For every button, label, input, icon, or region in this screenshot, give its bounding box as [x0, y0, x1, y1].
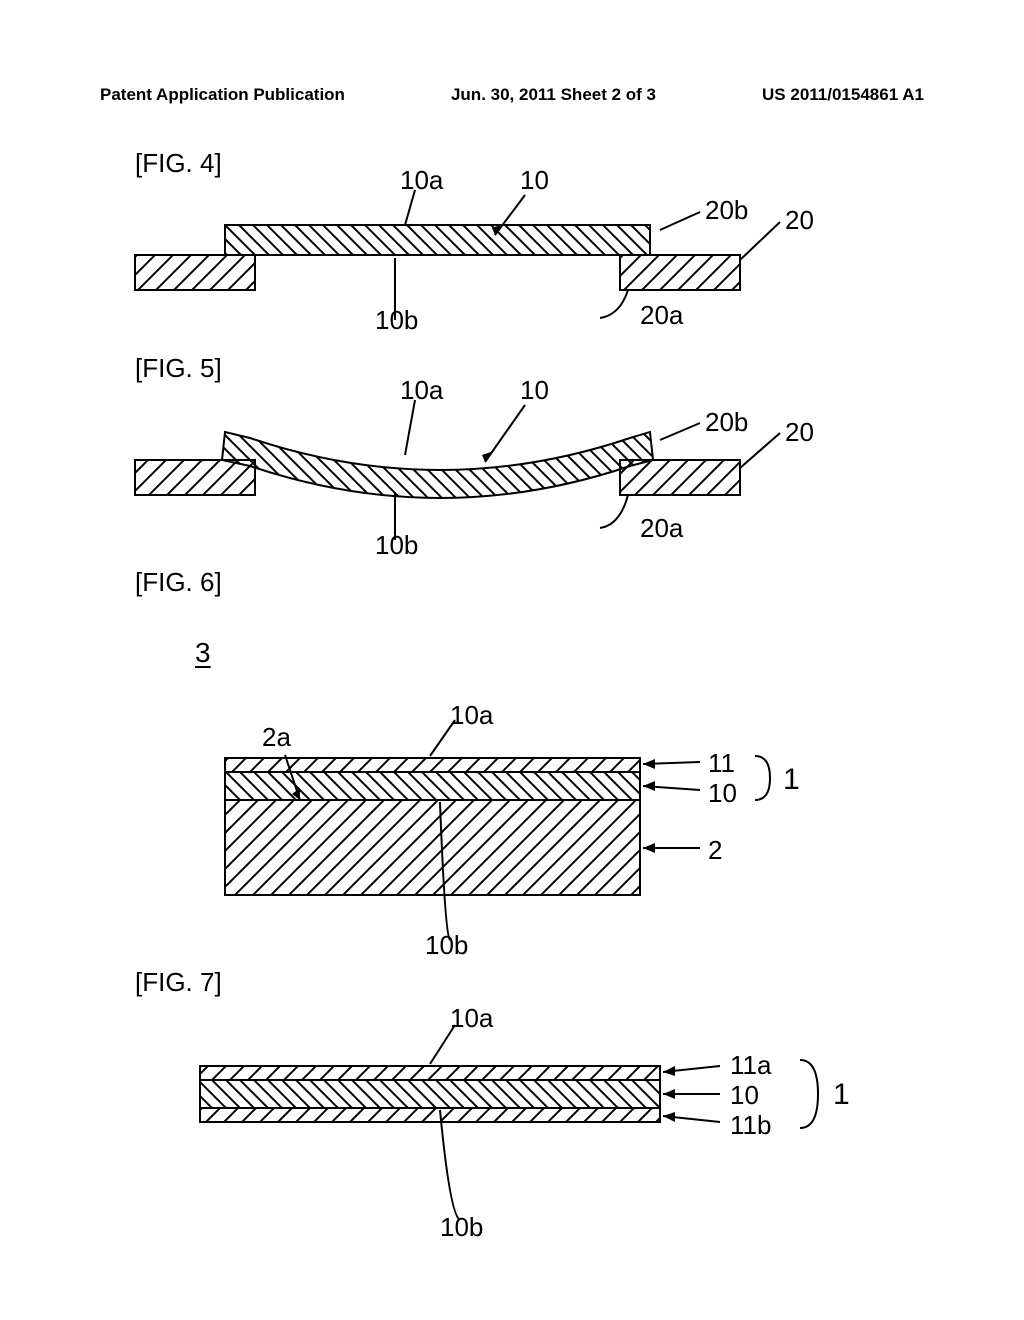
diagram-svg: [0, 0, 1024, 1320]
fig6-label: [FIG. 6]: [135, 567, 222, 598]
fig6-section: 3: [195, 637, 211, 669]
fig5-10b: 10b: [375, 530, 418, 561]
fig4-label: [FIG. 4]: [135, 148, 222, 179]
fig5-20a: 20a: [640, 513, 683, 544]
fig5-10: 10: [520, 375, 549, 406]
fig5-label: [FIG. 5]: [135, 353, 222, 384]
fig6-group: [225, 720, 770, 940]
fig4-10: 10: [520, 165, 549, 196]
fig5-10a: 10a: [400, 375, 443, 406]
fig7-label: [FIG. 7]: [135, 967, 222, 998]
fig4-10b: 10b: [375, 305, 418, 336]
fig7-group: [200, 1025, 818, 1220]
fig6-2: 2: [708, 835, 722, 866]
fig6-11: 11: [708, 748, 735, 779]
fig4-20b: 20b: [705, 195, 748, 226]
fig6-10a: 10a: [450, 700, 493, 731]
fig7-11b: 11b: [730, 1110, 771, 1141]
fig4-10a: 10a: [400, 165, 443, 196]
fig6-2a: 2a: [262, 722, 291, 753]
fig4-20a: 20a: [640, 300, 683, 331]
page: Patent Application Publication Jun. 30, …: [0, 0, 1024, 1320]
fig6-1: 1: [783, 763, 800, 797]
fig7-1: 1: [833, 1078, 850, 1112]
fig5-20b: 20b: [705, 407, 748, 438]
fig7-10b: 10b: [440, 1212, 483, 1243]
fig6-10b: 10b: [425, 930, 468, 961]
fig5-20: 20: [785, 417, 814, 448]
fig7-10a: 10a: [450, 1003, 493, 1034]
fig7-11a: 11a: [730, 1050, 771, 1081]
fig4-20: 20: [785, 205, 814, 236]
fig6-10: 10: [708, 778, 737, 809]
fig7-10: 10: [730, 1080, 759, 1111]
